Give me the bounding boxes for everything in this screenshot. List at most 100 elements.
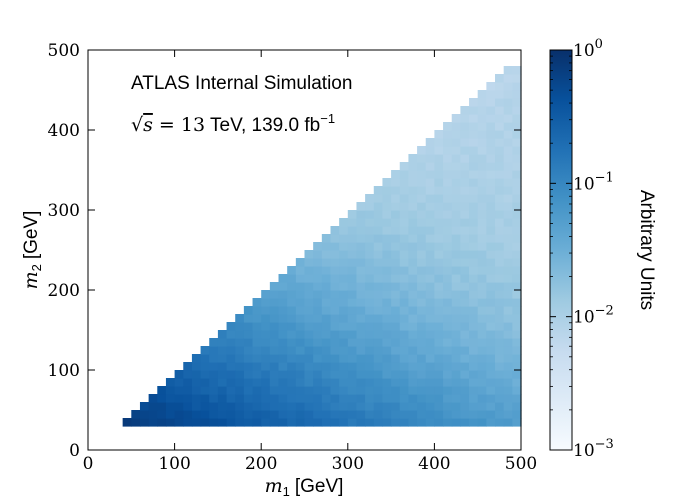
heatmap-cell [183,402,193,411]
heatmap-cell [399,170,410,179]
heatmap-cell [477,154,487,163]
heatmap-cell [425,362,435,371]
heatmap-cell [417,178,427,187]
heatmap-cell [460,162,470,171]
heatmap-cell [443,210,453,219]
heatmap-cell [313,274,323,283]
heatmap-cell [287,346,297,355]
heatmap-cell [503,418,513,427]
heatmap-cell [339,298,349,307]
heatmap-cell [356,402,366,411]
heatmap-cell [399,394,410,403]
heatmap-cell [304,394,314,403]
heatmap-cell [304,290,314,299]
heatmap-cell [469,170,479,179]
heatmap-cell [321,370,332,379]
heatmap-cell [295,330,306,339]
heatmap-cell [183,410,193,419]
heatmap-cell [235,362,245,371]
heatmap-cell [295,402,306,411]
heatmap-cell [313,258,323,267]
heatmap-cell [330,258,340,267]
heatmap-cell [425,162,435,171]
heatmap-cell [425,266,435,275]
heatmap-cell [451,122,461,131]
heatmap-cell [356,210,366,219]
heatmap-cell [321,386,332,395]
heatmap-cell [451,194,461,203]
heatmap-cell [226,410,236,419]
heatmap-cell [434,178,444,187]
heatmap-cell [304,298,314,307]
heatmap-cell [330,290,340,299]
heatmap-cell [408,330,418,339]
heatmap-cell [191,370,202,379]
heatmap-cell [434,362,444,371]
heatmap-cell [226,378,236,387]
heatmap-cell [183,386,193,395]
heatmap-cell [460,242,470,251]
heatmap-cell [443,138,453,147]
heatmap-cell [399,290,410,299]
y-tick-label: 500 [48,41,80,61]
heatmap-cell [399,322,410,331]
heatmap-cell [356,370,366,379]
heatmap-cell [287,330,297,339]
heatmap-cell [209,410,219,419]
heatmap-cell [512,138,522,147]
heatmap-cell [209,394,219,403]
heatmap-cell [226,322,236,331]
heatmap-cell [425,394,435,403]
heatmap-cell [503,354,513,363]
heatmap-cell [148,410,158,419]
heatmap-cell [347,370,358,379]
heatmap-cell [495,186,505,195]
heatmap-cell [503,410,513,419]
heatmap-cell [321,362,332,371]
heatmap-cell [313,362,323,371]
heatmap-cell [469,194,479,203]
heatmap-cell [434,202,444,211]
heatmap-cell [339,346,349,355]
heatmap-cell [399,226,410,235]
heatmap-cell [347,394,358,403]
heatmap-cell [148,394,158,403]
heatmap-cell [486,290,496,299]
heatmap-cell [399,298,410,307]
heatmap-cell [321,298,332,307]
heatmap-cell [235,378,245,387]
heatmap-cell [460,170,470,179]
heatmap-cell [217,410,228,419]
heatmap-cell [243,386,254,395]
heatmap-cell [486,226,496,235]
heatmap-cell [139,410,150,419]
heatmap-cell [373,354,384,363]
heatmap-cell [469,338,479,347]
colorbar [549,49,573,451]
heatmap-cell [321,330,332,339]
heatmap-cell [486,162,496,171]
heatmap-cell [191,418,202,427]
heatmap-cell [425,418,435,427]
heatmap-cell [495,226,505,235]
heatmap-cell [304,370,314,379]
heatmap-cell [495,266,505,275]
heatmap-cell [469,202,479,211]
heatmap-cell [382,322,392,331]
heatmap-cell [157,394,167,403]
heatmap-cell [495,410,505,419]
heatmap-cell [417,378,427,387]
heatmap-cell [252,322,262,331]
heatmap-cell [443,370,453,379]
heatmap-cell [391,314,401,323]
heatmap-cell [365,338,375,347]
heatmap-cell [408,298,418,307]
heatmap-cell [434,394,444,403]
heatmap-cell [321,418,332,427]
heatmap-cell [217,418,228,427]
heatmap-cell [417,394,427,403]
heatmap-cell [209,386,219,395]
heatmap-cell [183,362,193,371]
heatmap-cell [373,410,384,419]
annotation-eq: = 13 [153,114,205,136]
